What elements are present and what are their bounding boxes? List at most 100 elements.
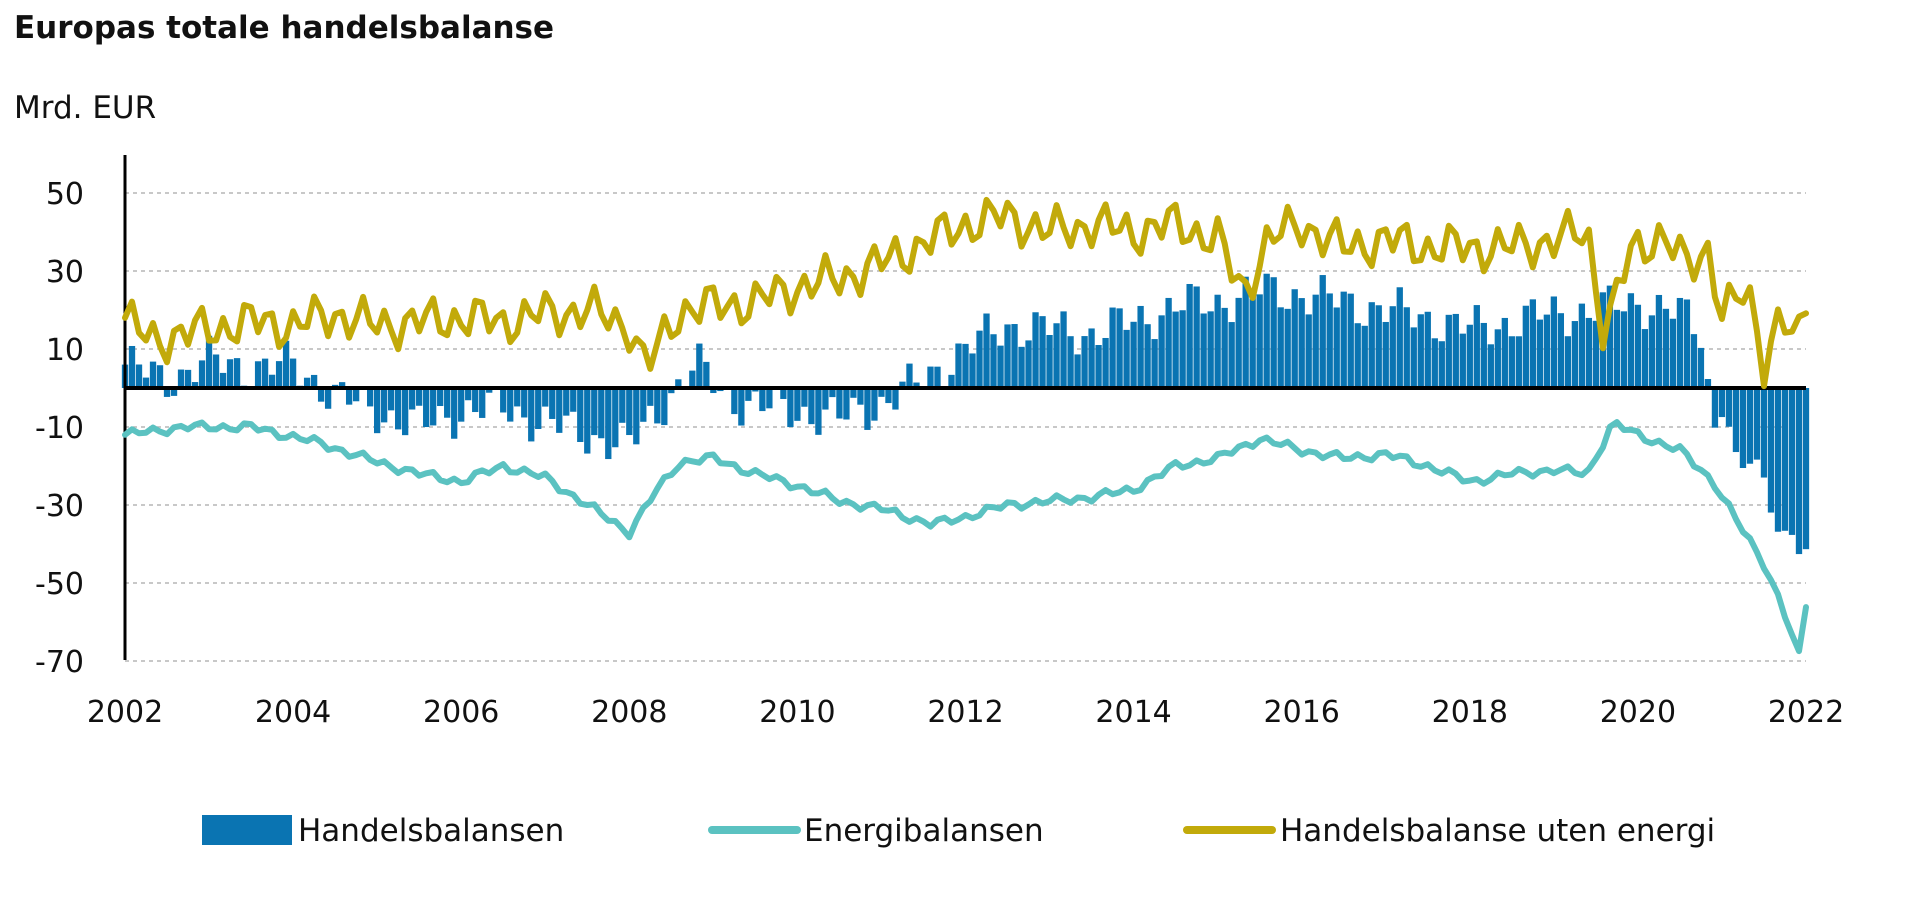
bar — [633, 388, 640, 445]
bar — [1606, 285, 1614, 388]
bar — [366, 388, 374, 407]
bar — [1536, 319, 1543, 388]
bar — [962, 343, 969, 388]
bar — [1466, 324, 1473, 388]
bar — [1529, 299, 1536, 388]
bar — [1424, 311, 1431, 388]
bar — [675, 379, 682, 388]
bar — [1571, 321, 1579, 388]
bar — [1193, 286, 1200, 388]
bar — [1284, 308, 1291, 388]
bar — [261, 358, 269, 388]
bar — [1795, 388, 1803, 555]
y-tick-label: -30 — [35, 489, 84, 524]
bar — [1445, 314, 1452, 388]
bar — [1235, 297, 1242, 388]
bar — [542, 388, 549, 407]
bar — [317, 388, 325, 402]
bar — [948, 374, 955, 388]
bar — [1550, 296, 1558, 388]
y-tick-label: -10 — [35, 411, 84, 446]
chart-title: Europas totale handelsbalanse — [14, 10, 555, 46]
bar — [205, 335, 213, 388]
bar — [878, 388, 885, 397]
bar — [766, 388, 773, 409]
bar — [486, 388, 493, 393]
bar — [1172, 311, 1179, 388]
bar — [1109, 307, 1116, 388]
bar — [598, 388, 605, 439]
bar — [1704, 379, 1712, 388]
x-tick-label: 2016 — [1264, 695, 1340, 730]
bar — [969, 353, 976, 388]
bar — [184, 369, 192, 388]
bar — [1291, 289, 1298, 388]
bar — [1711, 388, 1719, 428]
x-tick-label: 2012 — [927, 695, 1003, 730]
bar — [310, 374, 318, 388]
bar — [1452, 313, 1459, 388]
bar — [584, 388, 591, 454]
legend-label: Handelsbalanse uten energi — [1280, 813, 1715, 849]
bar — [1802, 388, 1810, 550]
bar — [1613, 309, 1621, 388]
bar — [226, 359, 234, 388]
bar — [135, 364, 143, 388]
bar — [1361, 325, 1368, 388]
bar — [815, 388, 822, 435]
bar — [850, 388, 857, 398]
bar — [556, 388, 563, 433]
bar — [1564, 336, 1572, 388]
bar — [423, 388, 430, 428]
bar — [780, 388, 787, 399]
bar — [1592, 320, 1600, 388]
bar — [1410, 327, 1417, 388]
bar — [535, 388, 542, 429]
line-series — [122, 196, 1809, 655]
bar — [472, 388, 479, 413]
bar — [1340, 291, 1347, 388]
bar — [1102, 337, 1109, 388]
bar — [521, 388, 528, 418]
bar — [233, 358, 241, 388]
bar — [1781, 388, 1789, 531]
bar — [1662, 308, 1670, 388]
bar — [976, 330, 983, 388]
bar — [1557, 313, 1565, 388]
x-tick-label: 2022 — [1768, 695, 1844, 730]
bar — [1368, 302, 1375, 388]
bar — [1669, 318, 1677, 388]
bar — [338, 382, 346, 388]
bar — [289, 358, 297, 388]
legend: Handelsbalansen Energibalansen Handelsbala… — [202, 813, 1715, 849]
bar — [1298, 298, 1305, 388]
bar — [1004, 324, 1011, 388]
bar — [1249, 290, 1256, 388]
bar — [1508, 336, 1515, 388]
bar — [507, 388, 514, 422]
x-tick-label: 2010 — [759, 695, 835, 730]
bar — [619, 388, 626, 423]
bar — [1263, 273, 1270, 388]
bar — [458, 388, 465, 422]
x-tick-label: 2002 — [87, 695, 163, 730]
bar — [1347, 293, 1354, 388]
line-energibalansen — [122, 419, 1809, 655]
bar — [1200, 313, 1207, 388]
bar — [689, 370, 696, 388]
bar — [1130, 321, 1137, 388]
bar — [1312, 294, 1319, 388]
bar — [1305, 314, 1312, 388]
bar — [661, 388, 668, 426]
bar — [1256, 294, 1263, 388]
bar — [1739, 388, 1747, 469]
bar — [1718, 388, 1726, 418]
bar — [885, 388, 892, 404]
bar — [871, 388, 878, 421]
x-tick-label: 2004 — [255, 695, 331, 730]
bar — [864, 388, 871, 430]
bar — [647, 388, 654, 406]
bar — [1046, 335, 1053, 388]
bar — [1690, 334, 1698, 388]
bar — [563, 388, 570, 416]
